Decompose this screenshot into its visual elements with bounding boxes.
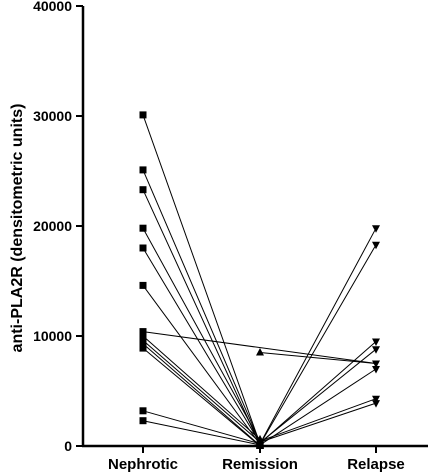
paired-line <box>142 340 261 443</box>
data-point-nephrotic <box>139 407 147 415</box>
data-point-nephrotic <box>139 111 147 119</box>
data-point-relapse <box>372 400 380 408</box>
paired-line <box>142 227 261 442</box>
x-tick-label-nephrotic: Nephrotic <box>108 456 178 473</box>
paired-line <box>259 402 377 443</box>
data-point-nephrotic <box>139 244 147 252</box>
y-tick-label: 40000 <box>33 0 72 14</box>
data-point-relapse <box>372 346 380 354</box>
y-ticks: 0 10000 20000 30000 40000 <box>33 0 83 454</box>
paired-line <box>142 335 261 440</box>
paired-line <box>142 331 377 364</box>
y-axis-title: anti-PLA2R (densitometric units) <box>9 104 26 353</box>
paired-line <box>259 348 377 444</box>
data-point-nephrotic <box>139 224 147 232</box>
paired-line <box>259 352 377 364</box>
paired-line <box>142 285 261 445</box>
paired-lines <box>142 114 377 447</box>
data-point-remission <box>256 348 264 356</box>
x-tick-label-remission: Remission <box>222 456 298 473</box>
paired-line <box>259 368 377 446</box>
data-point-relapse <box>372 241 380 250</box>
data-point-relapse <box>372 225 380 233</box>
paired-line <box>142 410 261 445</box>
data-points <box>139 111 380 449</box>
data-point-relapse <box>372 395 380 404</box>
data-point-relapse <box>372 360 380 368</box>
paired-line <box>142 247 261 444</box>
y-tick-label: 30000 <box>33 108 72 124</box>
data-point-nephrotic <box>139 328 147 336</box>
x-ticks: Nephrotic Remission Relapse <box>108 446 405 473</box>
paired-line <box>142 169 261 443</box>
data-point-nephrotic <box>139 417 147 425</box>
y-tick-label: 0 <box>64 438 72 454</box>
y-tick-label: 10000 <box>33 328 72 344</box>
paired-line <box>142 347 261 447</box>
data-point-nephrotic <box>139 344 147 352</box>
paired-line <box>259 398 377 442</box>
data-point-nephrotic <box>139 332 147 340</box>
data-point-nephrotic <box>139 166 147 174</box>
y-tick-label: 20000 <box>33 218 72 234</box>
paired-line <box>142 420 261 446</box>
data-point-nephrotic <box>139 340 147 348</box>
data-point-nephrotic <box>139 186 147 194</box>
data-point-relapse <box>372 338 380 346</box>
paired-line <box>142 343 261 446</box>
paired-line <box>142 189 261 446</box>
paired-line <box>142 114 261 444</box>
paired-line <box>259 341 377 444</box>
data-point-relapse <box>372 366 380 374</box>
paired-line <box>259 244 377 445</box>
x-tick-label-relapse: Relapse <box>347 456 405 473</box>
data-point-nephrotic <box>139 281 147 289</box>
paired-line <box>259 227 377 445</box>
